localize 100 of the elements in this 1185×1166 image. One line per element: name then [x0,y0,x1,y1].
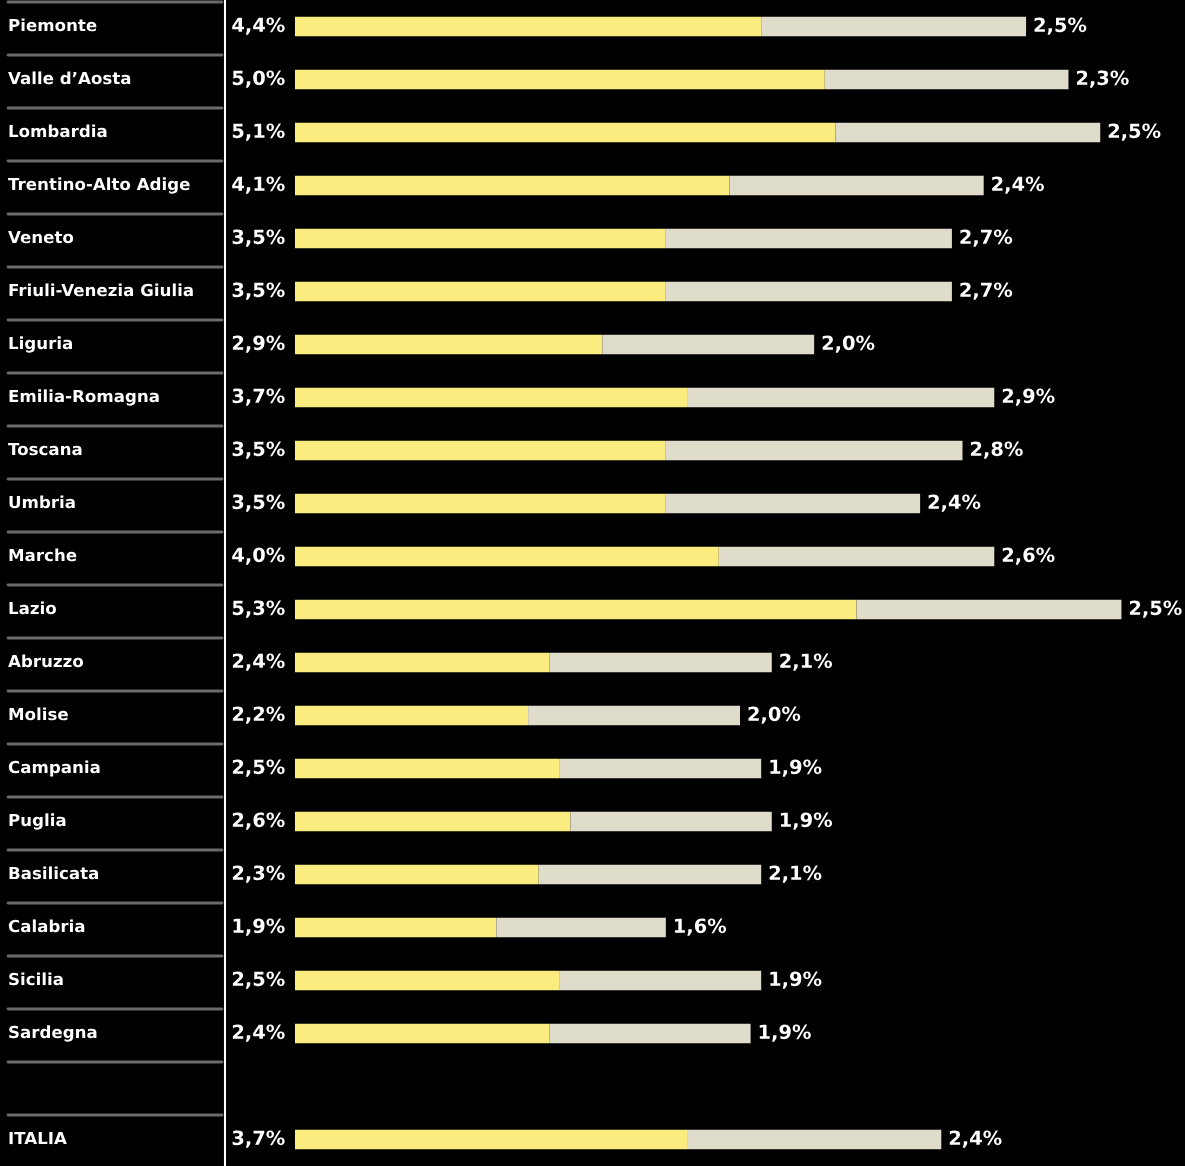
data-label: 2,3% [232,865,285,883]
y-tick-label: Puglia [9,813,66,830]
data-label: 2,1% [780,653,833,671]
y-tick-label: Lombardia [9,124,107,138]
data-label: 2,5% [1108,123,1161,141]
data-label: 2,2% [232,706,285,724]
y-tick-label: Calabria [8,919,85,933]
y-tick-label: Marche [9,548,77,562]
bar [761,16,1027,37]
data-label: 5,3% [232,600,285,618]
data-label: 2,5% [232,971,285,989]
bar [295,970,560,991]
bar [549,652,772,673]
data-label: 2,8% [970,441,1023,459]
bar [824,69,1069,90]
bar [665,440,963,461]
y-tick-label: Friuli-Venezia Giulia [9,283,193,297]
y-tick-label: Campania [8,760,100,777]
bar [295,1023,550,1044]
bar [295,758,560,779]
data-label: 1,9% [233,918,285,936]
y-tick-label: Piemonte [9,18,97,32]
bar [856,599,1122,620]
data-label: 3,5% [232,229,285,247]
y-tick-label: Veneto [8,230,74,244]
data-label: 3,5% [232,441,285,459]
bar [538,864,762,885]
y-tick-label: Emilia-Romagna [9,389,159,406]
data-label: 2,0% [822,335,875,353]
data-label: 2,5% [1129,600,1182,618]
data-label: 1,9% [780,812,833,830]
bar [295,281,666,302]
data-label: 2,7% [960,229,1013,247]
bar [295,69,825,90]
y-tick-label: Trentino-Alto Adige [8,177,190,194]
data-label: 2,9% [1002,388,1055,406]
bar [295,440,666,461]
y-tick-label: Lazio [9,601,57,615]
data-label: 2,4% [992,176,1044,194]
bar [665,493,921,514]
data-label: 3,7% [232,1130,285,1148]
bar [295,599,857,620]
bar [665,228,952,249]
y-tick-label: Sardegna [9,1025,97,1042]
y-tick-label: ITALIA [9,1131,67,1145]
data-label: 1,9% [770,759,822,777]
bar [687,387,995,408]
data-label: 4,1% [232,176,285,194]
bar [687,1129,942,1150]
bar [295,864,539,885]
data-label: 2,0% [748,706,801,724]
y-tick-label: Molise [9,707,68,721]
data-label: 2,5% [232,759,285,777]
data-label: 2,9% [232,335,285,353]
data-label: 1,6% [674,918,727,936]
y-tick-label: Valle d’Aosta [8,71,131,85]
bar [295,917,497,938]
y-tick-label: Sicilia [9,972,63,986]
bar [528,705,740,726]
y-tick-label: Umbria [9,495,75,509]
data-label: 3,5% [232,494,285,512]
data-label: 2,4% [928,494,981,512]
data-label: 3,7% [232,388,285,406]
bar [295,228,666,249]
bar [295,652,550,673]
bar [559,758,762,779]
bar [295,175,730,196]
bar [549,1023,751,1044]
y-tick-label: Abruzzo [8,654,84,668]
bar [729,175,984,196]
bar [295,705,529,726]
y-tick-label: Toscana [8,442,82,456]
data-label: 4,0% [232,547,285,565]
data-label: 2,4% [949,1130,1002,1148]
data-label: 2,4% [232,653,285,671]
bar [496,917,666,938]
y-tick-label: Basilicata [9,866,99,880]
bar [602,334,815,355]
data-label: 3,5% [232,282,285,300]
bar [295,493,666,514]
bar [295,1129,688,1150]
bar [295,122,836,143]
y-tick-label: Liguria [9,336,72,353]
bar [295,811,571,832]
data-label: 1,9% [770,971,822,989]
bar [559,970,762,991]
bar [570,811,772,832]
data-label: 4,4% [232,17,285,35]
bar [295,16,762,37]
data-label: 2,5% [1034,17,1087,35]
bar [665,281,952,302]
data-label: 2,6% [232,812,285,830]
bar [295,546,719,567]
data-label: 2,1% [769,865,822,883]
bar [718,546,995,567]
data-label: 2,4% [232,1024,285,1042]
data-label: 1,9% [759,1024,811,1042]
data-label: 2,6% [1002,547,1055,565]
bar [835,122,1101,143]
bar [295,334,603,355]
